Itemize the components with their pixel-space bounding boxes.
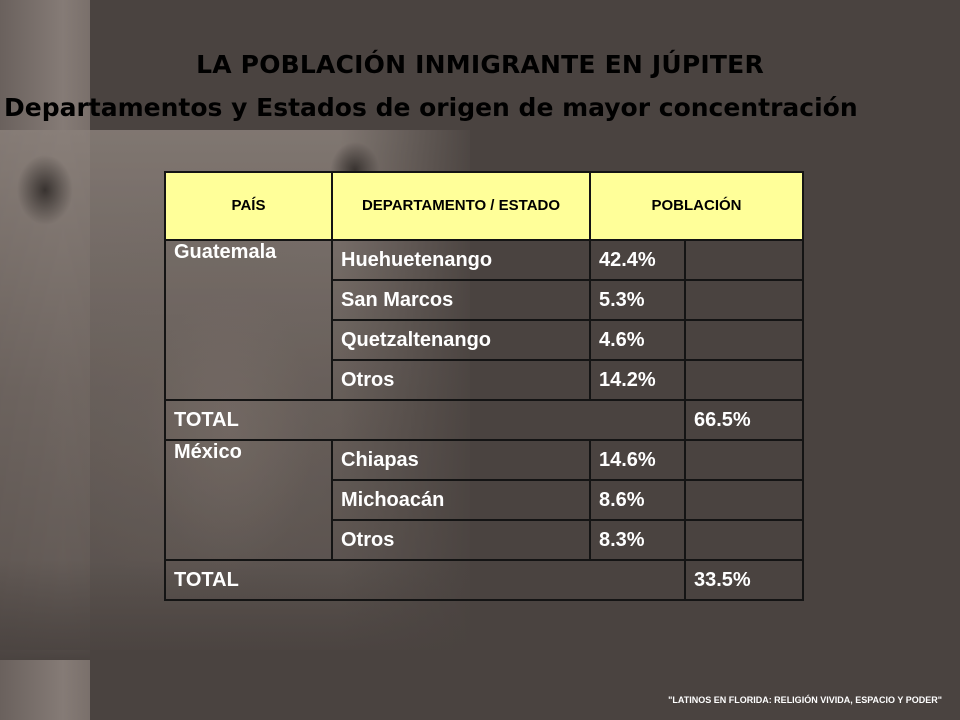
empty-cell — [684, 479, 804, 521]
total-label: TOTAL — [164, 559, 686, 601]
pct-cell: 14.6% — [589, 439, 686, 481]
dept-cell: Quetzaltenango — [331, 319, 591, 361]
country-guatemala: Guatemala — [164, 239, 333, 401]
header-poblacion: POBLACIÓN — [589, 171, 804, 241]
total-row-mexico: TOTAL 33.5% — [164, 559, 804, 601]
dept-cell: Otros — [331, 359, 591, 401]
empty-cell — [684, 239, 804, 281]
total-label: TOTAL — [164, 399, 686, 441]
empty-cell — [684, 319, 804, 361]
header-pais: PAÍS — [164, 171, 333, 241]
pct-cell: 4.6% — [589, 319, 686, 361]
dept-cell: San Marcos — [331, 279, 591, 321]
pct-cell: 8.3% — [589, 519, 686, 561]
table-header-row: PAÍS DEPARTAMENTO / ESTADO POBLACIÓN — [164, 171, 804, 241]
pct-cell: 8.6% — [589, 479, 686, 521]
table-row: México Chiapas 14.6% — [164, 439, 804, 561]
table-row: Michoacán 8.6% — [165, 479, 804, 521]
pct-cell: 14.2% — [589, 359, 686, 401]
total-row-guatemala: TOTAL 66.5% — [164, 399, 804, 441]
population-table: PAÍS DEPARTAMENTO / ESTADO POBLACIÓN Gua… — [164, 171, 804, 601]
pct-cell: 5.3% — [589, 279, 686, 321]
empty-cell — [684, 279, 804, 321]
dept-cell: Otros — [331, 519, 591, 561]
total-value: 33.5% — [684, 559, 804, 601]
empty-cell — [684, 359, 804, 401]
empty-cell — [684, 519, 804, 561]
country-mexico: México — [164, 439, 333, 561]
footer-caption: "LATINOS EN FLORIDA: RELIGIÓN VIVIDA, ES… — [668, 695, 942, 705]
table-row: Otros 8.3% — [165, 519, 804, 561]
table-row: Quetzaltenango 4.6% — [165, 319, 804, 361]
table-row: Guatemala Huehuetenango 42.4% — [164, 239, 804, 401]
empty-cell — [684, 439, 804, 481]
header-departamento: DEPARTAMENTO / ESTADO — [331, 171, 591, 241]
table-row: Otros 14.2% — [165, 359, 804, 401]
dept-cell: Huehuetenango — [331, 239, 591, 281]
page-subtitle: Departamentos y Estados de origen de may… — [4, 93, 858, 122]
pct-cell: 42.4% — [589, 239, 686, 281]
dept-cell: Michoacán — [331, 479, 591, 521]
page-title: LA POBLACIÓN INMIGRANTE EN JÚPITER — [196, 50, 764, 79]
total-value: 66.5% — [684, 399, 804, 441]
dept-cell: Chiapas — [331, 439, 591, 481]
table-row: San Marcos 5.3% — [165, 279, 804, 321]
